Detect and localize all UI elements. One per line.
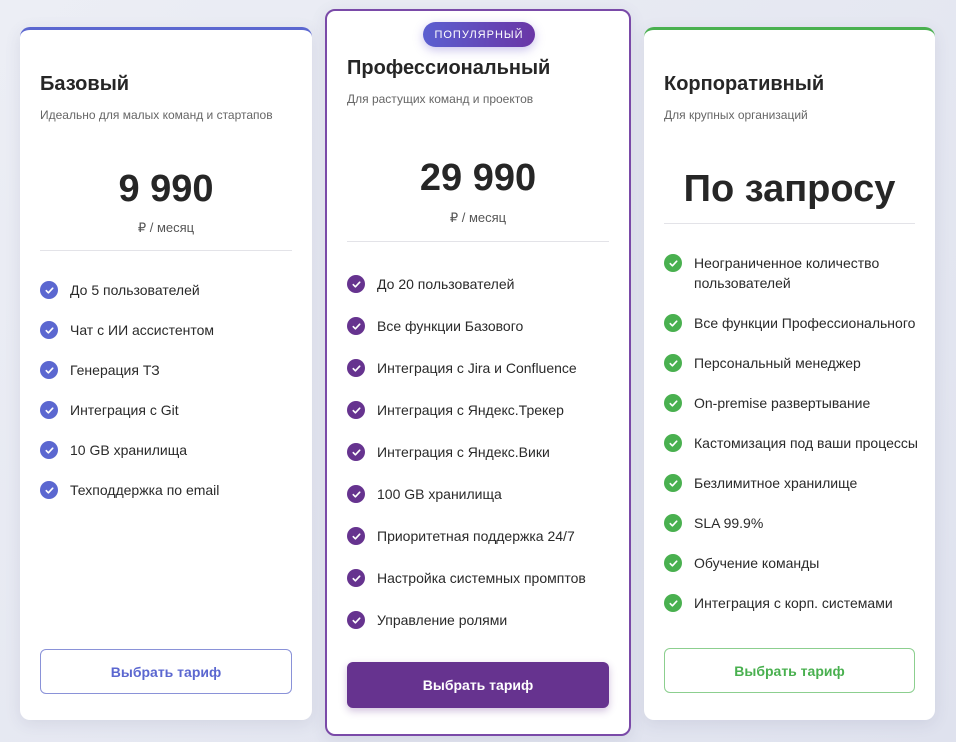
- check-icon: [347, 359, 365, 377]
- feature-label: Техподдержка по email: [70, 482, 220, 498]
- plan-card-basic: Базовый Идеально для малых команд и стар…: [20, 27, 312, 720]
- plan-price: 29 990: [419, 157, 537, 199]
- check-icon: [40, 361, 58, 379]
- feature-item: До 20 пользователей: [347, 274, 619, 294]
- plan-period: ₽ / месяц: [137, 220, 195, 235]
- feature-item: 100 GB хранилища: [347, 484, 619, 504]
- check-icon: [40, 401, 58, 419]
- check-icon: [664, 434, 682, 452]
- feature-item: On-premise развертывание: [664, 393, 925, 413]
- plan-price: 9 990: [118, 168, 214, 210]
- feature-label: Управление ролями: [377, 612, 508, 628]
- feature-label: Обучение команды: [694, 555, 820, 571]
- check-icon: [347, 485, 365, 503]
- feature-list: До 5 пользователей Чат с ИИ ассистентом Ге…: [40, 280, 302, 520]
- check-icon: [347, 611, 365, 629]
- select-plan-button[interactable]: Выбрать тариф: [40, 649, 292, 694]
- plan-card-professional: ПОПУЛЯРНЫЙ Профессиональный Для растущих…: [325, 9, 631, 736]
- feature-item: Интеграция с Jira и Confluence: [347, 358, 619, 378]
- feature-label: Безлимитное хранилище: [694, 475, 858, 491]
- check-icon: [347, 317, 365, 335]
- feature-list: Неограниченное количество пользователей В…: [664, 253, 925, 633]
- feature-item: 10 GB хранилища: [40, 440, 302, 460]
- feature-item: Обучение команды: [664, 553, 925, 573]
- feature-item: Все функции Профессионального: [664, 313, 925, 333]
- check-icon: [664, 554, 682, 572]
- select-plan-button[interactable]: Выбрать тариф: [347, 662, 609, 708]
- plan-price: По запросу: [683, 168, 896, 210]
- feature-item: Приоритетная поддержка 24/7: [347, 526, 619, 546]
- feature-label: Интеграция с Яндекс.Вики: [377, 444, 550, 460]
- feature-label: Персональный менеджер: [694, 355, 861, 371]
- feature-label: Все функции Базового: [377, 318, 524, 334]
- select-plan-button[interactable]: Выбрать тариф: [664, 648, 915, 693]
- plan-subtitle: Идеально для малых команд и стартапов: [40, 108, 273, 122]
- feature-item: Интеграция с корп. системами: [664, 593, 925, 613]
- check-icon: [664, 314, 682, 332]
- feature-item: Интеграция с Яндекс.Вики: [347, 442, 619, 462]
- feature-label: SLA 99.9%: [694, 515, 764, 531]
- check-icon: [40, 321, 58, 339]
- feature-item: Генерация ТЗ: [40, 360, 302, 380]
- check-icon: [347, 527, 365, 545]
- feature-label: 100 GB хранилища: [377, 486, 502, 502]
- feature-item: Персональный менеджер: [664, 353, 925, 373]
- feature-label: Интеграция с Jira и Confluence: [377, 360, 577, 376]
- feature-label: On-premise развертывание: [694, 395, 871, 411]
- feature-label: 10 GB хранилища: [70, 442, 187, 458]
- check-icon: [664, 514, 682, 532]
- feature-label: До 5 пользователей: [70, 282, 200, 298]
- divider: [40, 250, 292, 251]
- plan-period: ₽ / месяц: [449, 210, 507, 225]
- check-icon: [347, 569, 365, 587]
- plan-title: Корпоративный: [664, 73, 825, 95]
- feature-label: Приоритетная поддержка 24/7: [377, 528, 575, 544]
- check-icon: [664, 594, 682, 612]
- divider: [347, 241, 609, 242]
- feature-label: Настройка системных промптов: [377, 570, 586, 586]
- feature-label: Чат с ИИ ассистентом: [70, 322, 215, 338]
- plan-subtitle: Для крупных организаций: [664, 108, 808, 122]
- feature-label: Интеграция с корп. системами: [694, 595, 893, 611]
- plan-card-enterprise: Корпоративный Для крупных организаций По…: [644, 27, 935, 720]
- check-icon: [664, 394, 682, 412]
- feature-item: SLA 99.9%: [664, 513, 925, 533]
- feature-item: Интеграция с Git: [40, 400, 302, 420]
- divider: [664, 223, 915, 224]
- feature-item: Настройка системных промптов: [347, 568, 619, 588]
- feature-item: Неограниченное количество пользователей: [664, 253, 925, 293]
- feature-item: Все функции Базового: [347, 316, 619, 336]
- feature-label: Интеграция с Яндекс.Трекер: [377, 402, 564, 418]
- check-icon: [347, 275, 365, 293]
- check-icon: [40, 441, 58, 459]
- feature-label: Кастомизация под ваши процессы: [694, 435, 918, 451]
- feature-item: Безлимитное хранилище: [664, 473, 925, 493]
- feature-item: Кастомизация под ваши процессы: [664, 433, 925, 453]
- check-icon: [664, 354, 682, 372]
- feature-item: Техподдержка по email: [40, 480, 302, 500]
- feature-item: Управление ролями: [347, 610, 619, 630]
- plan-title: Профессиональный: [347, 57, 551, 79]
- check-icon: [40, 481, 58, 499]
- feature-list: До 20 пользователей Все функции Базового И…: [347, 274, 619, 652]
- check-icon: [664, 254, 682, 272]
- check-icon: [664, 474, 682, 492]
- plan-subtitle: Для растущих команд и проектов: [347, 92, 534, 106]
- feature-label: До 20 пользователей: [377, 276, 515, 292]
- popular-badge: ПОПУЛЯРНЫЙ: [423, 22, 535, 47]
- feature-label: Интеграция с Git: [70, 402, 179, 418]
- check-icon: [40, 281, 58, 299]
- check-icon: [347, 401, 365, 419]
- feature-item: До 5 пользователей: [40, 280, 302, 300]
- feature-item: Чат с ИИ ассистентом: [40, 320, 302, 340]
- feature-item: Интеграция с Яндекс.Трекер: [347, 400, 619, 420]
- check-icon: [347, 443, 365, 461]
- plan-title: Базовый: [40, 73, 130, 95]
- feature-label: Неограниченное количество пользователей: [694, 255, 880, 291]
- feature-label: Все функции Профессионального: [694, 315, 916, 331]
- feature-label: Генерация ТЗ: [70, 362, 160, 378]
